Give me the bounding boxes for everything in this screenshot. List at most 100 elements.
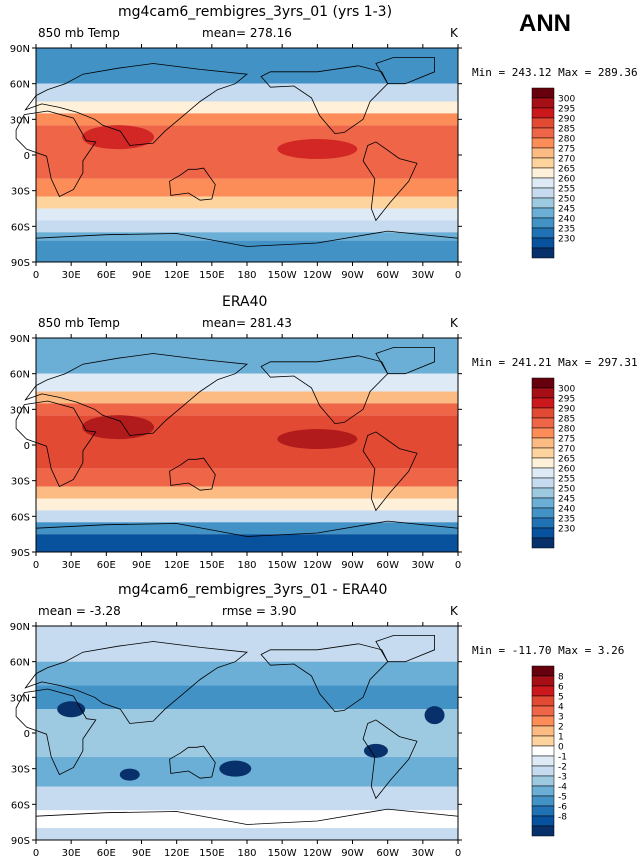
- colorbar-label: 295: [558, 105, 575, 115]
- colorbar-swatch: [531, 217, 555, 229]
- contour-band: [36, 338, 458, 374]
- lon-tick-label: 150W: [268, 270, 297, 281]
- lon-tick-label: 30E: [62, 270, 81, 281]
- lat-tick-label: 0: [24, 729, 30, 740]
- colorbar-swatch: [531, 517, 555, 529]
- contour-band: [36, 522, 458, 535]
- mean-label: mean= 281.43: [202, 316, 292, 330]
- lat-tick-label: 60N: [10, 658, 30, 669]
- panel-title: mg4cam6_rembigres_3yrs_01 - ERA40: [118, 582, 388, 598]
- min-max-label: Min = 241.21 Max = 297.31: [472, 356, 638, 369]
- contour-band: [36, 468, 458, 487]
- lon-tick-label: 60W: [376, 848, 399, 859]
- coastline: [15, 400, 97, 488]
- colorbar-swatch: [531, 167, 555, 179]
- contour-band: [36, 83, 458, 102]
- coastline: [24, 641, 249, 724]
- lon-tick-label: 120W: [303, 560, 332, 571]
- lon-tick-label: 90E: [132, 270, 151, 281]
- lon-tick-label: 60W: [376, 560, 399, 571]
- colorbar-swatch: [531, 735, 555, 747]
- units-label: K: [450, 316, 458, 330]
- contour-band: [36, 626, 458, 662]
- colorbar-swatch: [531, 745, 555, 757]
- colorbar-label: 235: [558, 515, 575, 525]
- colorbar-swatch: [531, 775, 555, 787]
- lon-tick-label: 0: [33, 560, 39, 571]
- lon-tick-label: 150W: [268, 560, 297, 571]
- contour-band: [36, 101, 458, 114]
- lat-tick-label: 0: [24, 441, 30, 452]
- lon-tick-label: 180: [237, 270, 256, 281]
- colorbar-label: 250: [558, 485, 575, 495]
- warm-core: [82, 125, 155, 150]
- contour-band: [36, 240, 458, 262]
- colorbar-swatch: [531, 675, 555, 687]
- colorbar-label: 260: [558, 465, 575, 475]
- lon-tick-label: 0: [455, 270, 461, 281]
- lat-tick-label: 90N: [10, 622, 30, 633]
- colorbar-label: 285: [558, 125, 575, 135]
- contour-band: [36, 498, 458, 511]
- colorbar-swatch: [531, 397, 555, 409]
- colorbar-label: 8: [558, 673, 564, 683]
- contour-band: [36, 178, 458, 197]
- lat-tick-label: 90S: [11, 548, 30, 559]
- colorbar-label: 275: [558, 145, 575, 155]
- lon-tick-label: 30W: [412, 270, 435, 281]
- coastline: [362, 431, 418, 512]
- warm-core: [277, 429, 358, 450]
- colorbar-label: 245: [558, 495, 575, 505]
- lon-tick-label: 0: [33, 848, 39, 859]
- colorbar-swatch: [531, 177, 555, 189]
- coastline: [375, 347, 435, 375]
- lat-tick-label: 30N: [10, 693, 30, 704]
- colorbar-swatch: [531, 187, 555, 199]
- mean-label: mean = -3.28: [38, 604, 121, 618]
- lon-tick-label: 90W: [341, 848, 364, 859]
- warm-core: [277, 139, 358, 160]
- lon-tick-label: 90W: [341, 270, 364, 281]
- panel-title: ERA40: [222, 294, 268, 310]
- lon-tick-label: 150E: [199, 270, 224, 281]
- coastline: [375, 635, 435, 663]
- contour-band: [36, 786, 458, 811]
- colorbar-label: 280: [558, 425, 575, 435]
- lon-tick-label: 60E: [97, 560, 116, 571]
- colorbar-swatch: [531, 507, 555, 519]
- lon-tick-label: 60E: [97, 848, 116, 859]
- colorbar-label: 265: [558, 165, 575, 175]
- colorbar-label: 230: [558, 235, 575, 245]
- colorbar-label: 290: [558, 115, 575, 125]
- season-label: ANN: [519, 10, 571, 37]
- colorbar-swatch: [531, 477, 555, 489]
- colorbar-label: 235: [558, 225, 575, 235]
- coastline: [15, 110, 97, 198]
- lon-tick-label: 120E: [164, 560, 189, 571]
- panel-title: mg4cam6_rembigres_3yrs_01 (yrs 1-3): [118, 4, 393, 20]
- colorbar-label: 2: [558, 723, 564, 733]
- colorbar-swatch: [531, 127, 555, 139]
- colorbar-swatch: [531, 497, 555, 509]
- colorbar-label: -3: [558, 773, 567, 783]
- contour-band: [36, 48, 458, 84]
- lon-tick-label: 120W: [303, 848, 332, 859]
- lat-tick-label: 90S: [11, 258, 30, 269]
- colorbar-label: 245: [558, 205, 575, 215]
- coastline: [15, 688, 97, 776]
- contour-band: [36, 208, 458, 221]
- coastline: [260, 643, 389, 713]
- coastline: [375, 57, 435, 85]
- coastline: [169, 745, 216, 779]
- lat-tick-label: 30N: [10, 405, 30, 416]
- variable-label: 850 mb Temp: [38, 316, 120, 330]
- colorbar-label: 6: [558, 683, 564, 693]
- colorbar-swatch: [531, 97, 555, 109]
- anomaly-blob: [363, 743, 388, 758]
- coastline: [362, 141, 418, 222]
- contour-band: [36, 196, 458, 209]
- coastline: [24, 353, 249, 436]
- colorbar-swatch: [531, 665, 555, 677]
